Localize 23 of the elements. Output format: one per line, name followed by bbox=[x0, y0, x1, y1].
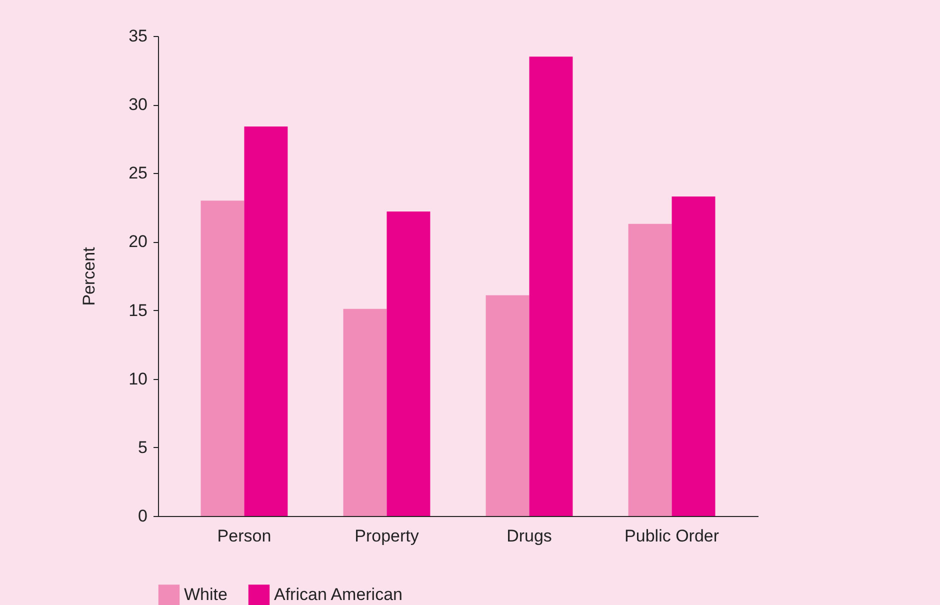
y-tick-label: 0 bbox=[138, 506, 148, 526]
bar bbox=[386, 212, 430, 516]
bar bbox=[529, 56, 573, 516]
bar bbox=[343, 308, 387, 516]
x-tick-label: Person bbox=[217, 526, 272, 546]
legend-label: African American bbox=[274, 585, 402, 604]
y-tick-label: 15 bbox=[128, 300, 148, 320]
y-tick-label: 25 bbox=[128, 164, 148, 183]
bar bbox=[244, 126, 288, 516]
x-tick-label: Property bbox=[354, 526, 420, 546]
bar bbox=[628, 224, 672, 516]
bar bbox=[486, 295, 530, 516]
y-tick-label: 30 bbox=[128, 95, 148, 114]
y-tick-label: 20 bbox=[128, 232, 148, 252]
y-axis-title: Percent bbox=[80, 246, 99, 306]
y-tick-label: 35 bbox=[128, 26, 148, 46]
y-tick-label: 10 bbox=[128, 369, 148, 388]
bar bbox=[200, 200, 244, 516]
x-tick-label: Drugs bbox=[506, 526, 552, 546]
y-tick-label: 5 bbox=[138, 438, 148, 457]
bar bbox=[672, 196, 716, 516]
legend-label: White bbox=[184, 585, 228, 604]
x-tick-label: Public Order bbox=[624, 526, 720, 546]
